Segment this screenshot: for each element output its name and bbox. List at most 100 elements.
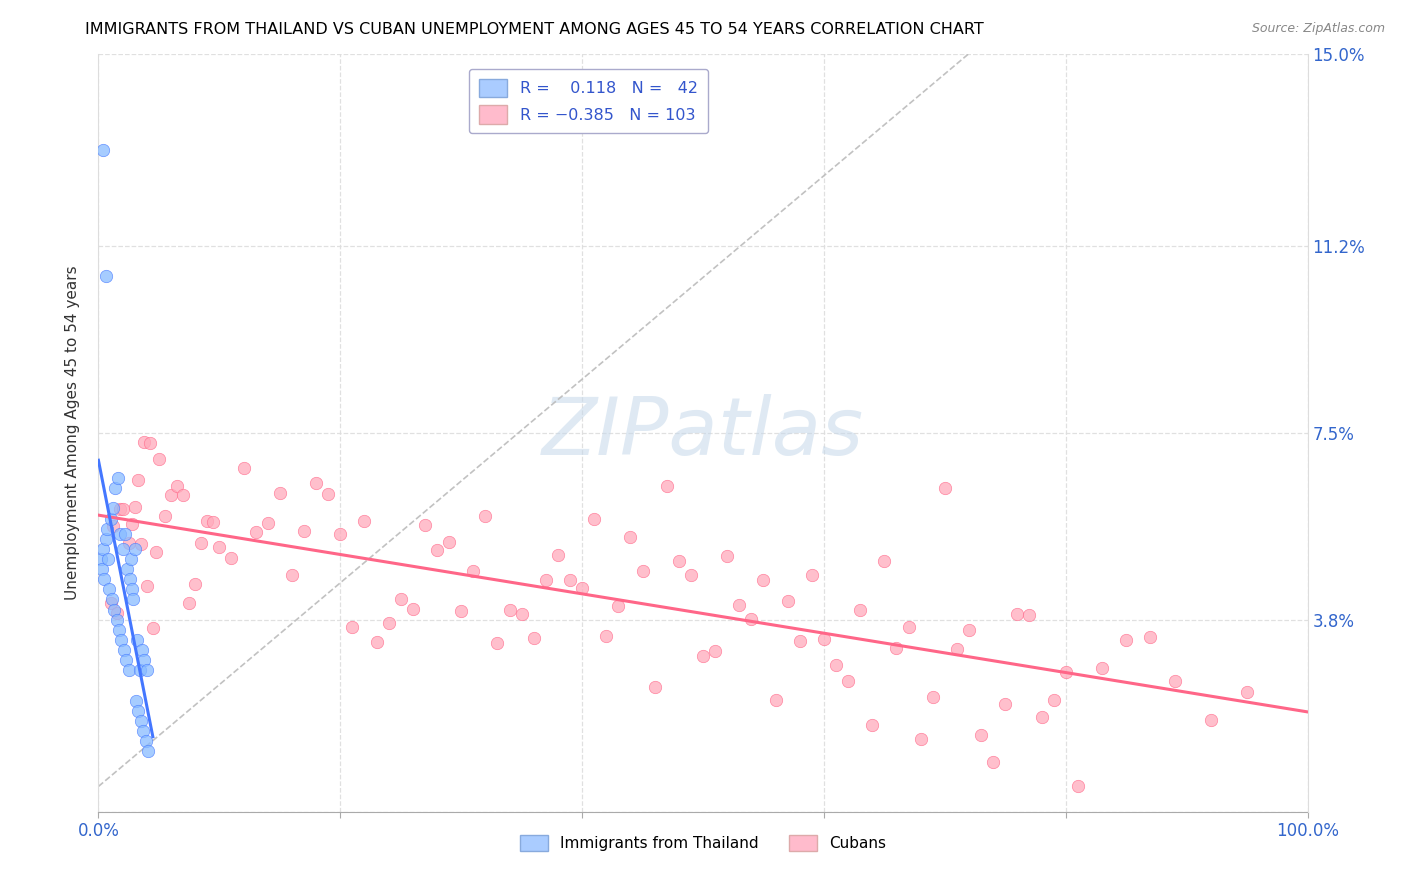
Point [668,554,690,568]
Point [1139,631,1161,645]
Point [849,603,872,617]
Point [1067,780,1090,794]
Point [100,595,122,609]
Point [179,596,201,610]
Point [105,613,128,627]
Point [97,552,120,566]
Point [281,568,304,582]
Point [970,728,993,742]
Point [117,562,139,576]
Point [534,573,557,587]
Point [256,516,278,530]
Point [118,535,141,549]
Point [96,522,118,536]
Point [342,620,364,634]
Point [463,564,485,578]
Point [1236,684,1258,698]
Point [121,516,143,531]
Point [1199,713,1222,727]
Point [740,612,762,626]
Point [104,481,127,495]
Point [655,479,678,493]
Point [377,616,399,631]
Point [112,643,135,657]
Point [607,599,630,613]
Point [129,536,152,550]
Point [595,629,617,643]
Point [127,704,149,718]
Point [184,577,207,591]
Point [426,542,449,557]
Point [100,592,122,607]
Point [921,690,943,704]
Point [486,636,509,650]
Point [98,582,121,597]
Point [101,519,124,533]
Point [127,473,149,487]
Point [547,548,569,562]
Point [142,622,165,636]
Point [704,644,727,658]
Point [934,481,956,495]
Point [139,435,162,450]
Point [474,509,496,524]
Point [221,551,243,566]
Point [1018,607,1040,622]
Point [450,604,472,618]
Point [644,680,666,694]
Point [108,501,131,516]
Point [897,620,920,634]
Point [135,663,157,677]
Point [886,641,908,656]
Point [103,602,125,616]
Point [716,549,738,563]
Point [679,568,702,582]
Point [91,562,114,576]
Point [353,514,375,528]
Point [134,653,156,667]
Point [366,635,388,649]
Point [1115,632,1137,647]
Point [402,602,425,616]
Point [118,663,141,677]
Point [692,649,714,664]
Point [122,592,145,607]
Point [108,623,131,637]
Point [202,515,225,529]
Point [124,500,146,514]
Point [91,143,114,157]
Legend: Immigrants from Thailand, Cubans: Immigrants from Thailand, Cubans [515,829,891,857]
Text: IMMIGRANTS FROM THAILAND VS CUBAN UNEMPLOYMENT AMONG AGES 45 TO 54 YEARS CORRELA: IMMIGRANTS FROM THAILAND VS CUBAN UNEMPL… [84,22,984,37]
Point [160,487,183,501]
Point [825,657,848,672]
Point [957,624,980,638]
Point [110,632,132,647]
Point [128,663,150,677]
Point [108,526,131,541]
Point [107,471,129,485]
Point [94,268,117,283]
Point [114,526,136,541]
Point [510,607,533,622]
Point [860,718,883,732]
Point [498,603,520,617]
Point [523,632,546,646]
Point [153,509,176,524]
Point [94,532,117,546]
Point [583,512,606,526]
Point [776,594,799,608]
Point [111,502,134,516]
Point [619,531,641,545]
Point [389,592,412,607]
Point [134,435,156,450]
Point [90,552,112,566]
Point [571,581,593,595]
Point [125,693,148,707]
Point [752,574,775,588]
Point [800,567,823,582]
Point [132,723,155,738]
Point [837,673,859,688]
Point [105,606,128,620]
Point [292,524,315,538]
Point [316,487,339,501]
